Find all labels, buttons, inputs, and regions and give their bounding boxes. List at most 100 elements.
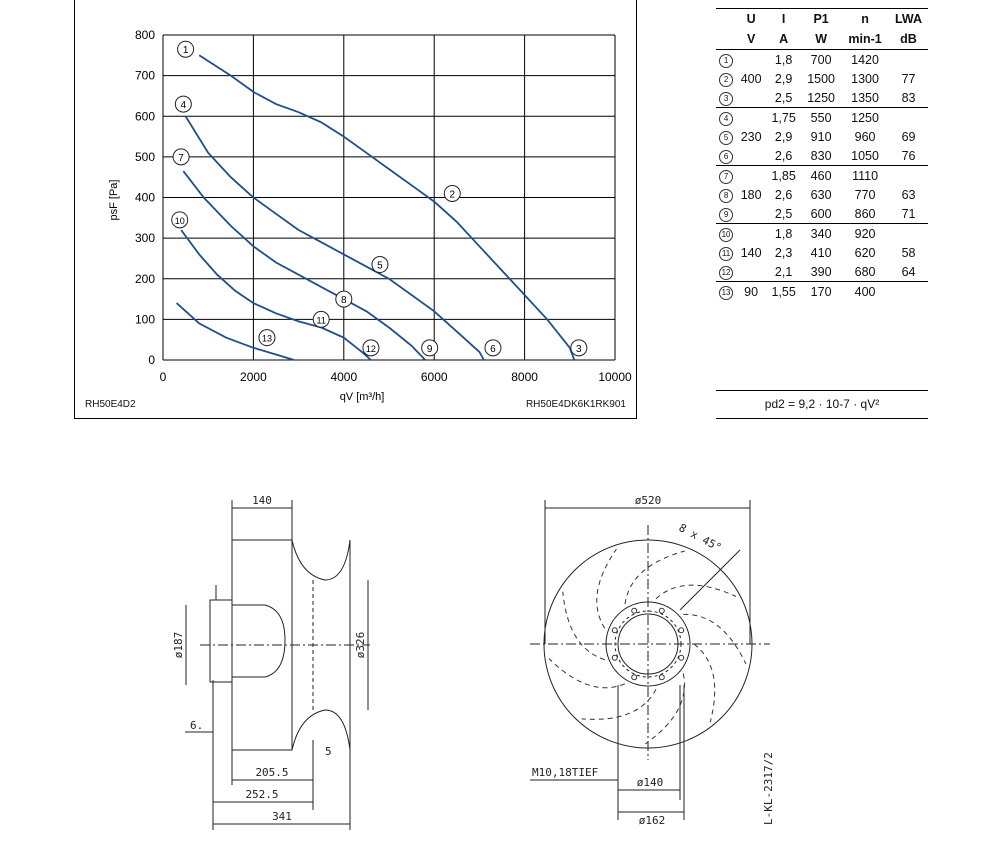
col-n: n (861, 12, 869, 26)
dim-140-top: 140 (252, 494, 272, 507)
curve-10 (180, 229, 277, 315)
y-tick-label: 800 (135, 28, 155, 42)
table-cell: 6 (716, 146, 736, 166)
curve-label-text: 8 (341, 295, 347, 306)
x-axis-label: qV [m³/h] (340, 391, 385, 403)
unit-u: V (746, 32, 756, 46)
x-tick-label: 6000 (421, 370, 448, 384)
x-tick-label: 10000 (598, 370, 632, 384)
x-tick-label: 8000 (511, 370, 538, 384)
col-l: LWA (894, 12, 923, 26)
performance-chart: 0 2000 4000 6000 8000 10000 0 100 200 300 400 500 60… (74, 0, 637, 419)
table-cell (736, 262, 766, 282)
curve-label-circle (171, 211, 189, 229)
curve-8 (298, 273, 345, 300)
table-cell: 180 (740, 187, 762, 202)
curve-label-text: 13 (262, 334, 272, 344)
table-cell: 12 (716, 262, 736, 282)
chart-footer-right: RH50E4DK6K1RK901 (525, 399, 626, 410)
table-cell: 1,55 (766, 281, 802, 301)
table-cell: 1,85 (766, 165, 802, 185)
table-cell (889, 223, 928, 243)
table-cell: 2,5 (774, 206, 793, 221)
table-cell: 230 (740, 129, 762, 144)
curve-label-text: 3 (576, 344, 582, 355)
table-cell: 1300 (851, 71, 879, 86)
table-cell (889, 165, 928, 185)
bolt-holes (611, 607, 685, 681)
table-cell: 2,9 (774, 71, 793, 86)
curves (175, 54, 576, 361)
y-tick-label: 0 (148, 353, 155, 367)
curve-label-circle (443, 184, 461, 202)
table-cell: 10 (716, 223, 737, 243)
dim-6: 6. (190, 719, 203, 732)
spec-table: U I P1 n LWA V A W min-1 dB 1 1,8 700 1420 2… (716, 8, 928, 301)
table-cell: 83 (901, 90, 916, 105)
bolt-hole (678, 654, 685, 661)
curve-label-text: 2 (449, 189, 455, 200)
table-cell: 700 (810, 52, 832, 67)
col-i: I (781, 12, 786, 26)
table-cell: 140 (740, 245, 762, 260)
bolt-hole (611, 627, 618, 634)
table-cell: 1110 (841, 165, 890, 185)
table-cell: 1,8 (774, 52, 793, 67)
table-cell: 4 (716, 107, 737, 127)
table-cell: 1050 (851, 148, 879, 163)
col-p: P1 (813, 12, 829, 26)
table-row: 9 2,5 600 860 71 (716, 204, 928, 224)
table-row: 10 1,8 340 920 (716, 223, 928, 243)
table-cell: 2,3 (774, 245, 793, 260)
curve-label-circle (177, 40, 195, 58)
table-row: 4 1,75 550 1250 (716, 107, 928, 127)
grid (162, 34, 616, 361)
table-cell: 69 (901, 129, 916, 144)
dim-162: ø162 (639, 814, 666, 827)
table-row: 2 400 2,9 1500 1300 77 (716, 69, 928, 88)
dim-341: 341 (272, 810, 292, 823)
table-cell: 2,1 (774, 264, 793, 279)
table-row: 6 2,6 830 1050 76 (716, 146, 928, 166)
table-cell: 2,6 (774, 148, 793, 163)
bolt-hole (631, 607, 638, 614)
unit-p: W (815, 32, 827, 46)
curve-label-circle (570, 339, 588, 357)
curve-label-circle (484, 339, 502, 357)
curve-label-circle (174, 95, 192, 113)
table-cell: 1250 (841, 107, 890, 127)
curve-6 (388, 278, 485, 361)
table-cell: 1,8 (766, 223, 802, 243)
table-cell (889, 50, 928, 70)
unit-l: dB (900, 32, 917, 46)
table-cell: 390 (810, 264, 832, 279)
curve-label-circle (362, 339, 380, 357)
curve-label-text: 11 (317, 315, 326, 325)
table-cell: 2 (716, 69, 736, 88)
curve-label-text: 6 (490, 344, 496, 355)
curve-12 (320, 326, 372, 361)
impeller-blades (548, 548, 747, 745)
table-cell: 11 (716, 243, 736, 262)
dim-m10: M10,18TIEF (532, 766, 598, 779)
curve-label-circle (312, 310, 330, 328)
impeller-blade (581, 689, 657, 720)
table-cell: 1500 (807, 71, 835, 86)
table-cell: 910 (810, 129, 832, 144)
table-row: 8 180 2,6 630 770 63 (716, 185, 928, 204)
table-cell: 90 (736, 281, 767, 301)
table-cell: 8 (716, 185, 736, 204)
axes: 0 2000 4000 6000 8000 10000 0 100 200 300 400 500 60… (135, 28, 632, 384)
table-cell (736, 204, 766, 224)
curve-9 (343, 298, 426, 361)
table-cell (889, 107, 928, 127)
curve-label-text: 5 (377, 261, 383, 272)
impeller-blade (562, 591, 605, 661)
dim-8x45: 8 x 45° (677, 521, 724, 554)
impeller-blade (596, 548, 617, 629)
table-row: 3 2,5 1250 1350 83 (716, 88, 928, 108)
table-cell: 71 (901, 206, 916, 221)
table-cell: 1 (716, 50, 736, 70)
table-cell (736, 50, 766, 70)
impeller-blade (683, 613, 747, 665)
